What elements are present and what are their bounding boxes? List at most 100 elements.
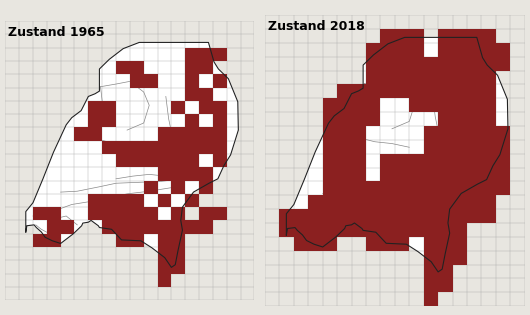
Bar bbox=[453, 112, 467, 126]
Bar bbox=[395, 223, 409, 237]
Bar bbox=[213, 128, 227, 141]
Bar bbox=[130, 194, 144, 207]
Bar bbox=[213, 101, 227, 114]
Bar bbox=[185, 88, 199, 101]
Bar bbox=[116, 61, 130, 74]
Bar bbox=[199, 128, 213, 141]
Bar bbox=[279, 209, 294, 223]
Bar bbox=[323, 168, 337, 181]
Bar bbox=[438, 57, 453, 71]
Bar bbox=[199, 88, 213, 101]
Bar bbox=[366, 195, 381, 209]
Bar bbox=[116, 194, 130, 207]
Bar bbox=[423, 140, 438, 154]
Bar bbox=[199, 141, 213, 154]
Bar bbox=[453, 154, 467, 168]
Bar bbox=[423, 251, 438, 265]
Bar bbox=[366, 223, 381, 237]
Bar bbox=[496, 126, 510, 140]
Bar bbox=[366, 84, 381, 98]
Bar bbox=[481, 209, 496, 223]
Bar bbox=[381, 154, 395, 168]
Bar bbox=[395, 29, 409, 43]
Bar bbox=[323, 181, 337, 195]
Bar bbox=[130, 207, 144, 220]
Bar bbox=[213, 207, 227, 220]
Bar bbox=[337, 195, 351, 209]
Bar bbox=[423, 237, 438, 251]
Bar bbox=[467, 57, 481, 71]
Bar bbox=[381, 29, 395, 43]
Bar bbox=[423, 98, 438, 112]
Bar bbox=[89, 114, 102, 128]
Polygon shape bbox=[286, 37, 508, 272]
Bar bbox=[130, 74, 144, 88]
Bar bbox=[199, 48, 213, 61]
Bar bbox=[423, 292, 438, 306]
Bar bbox=[199, 220, 213, 234]
Bar bbox=[496, 43, 510, 57]
Bar bbox=[75, 128, 89, 141]
Bar bbox=[144, 74, 157, 88]
Bar bbox=[323, 112, 337, 126]
Bar bbox=[381, 195, 395, 209]
Bar bbox=[351, 84, 366, 98]
Bar bbox=[438, 278, 453, 292]
Bar bbox=[351, 98, 366, 112]
Bar bbox=[438, 43, 453, 57]
Bar bbox=[337, 223, 351, 237]
Bar bbox=[323, 154, 337, 168]
Bar bbox=[467, 168, 481, 181]
Bar bbox=[423, 278, 438, 292]
Bar bbox=[496, 154, 510, 168]
Bar bbox=[47, 234, 60, 247]
Bar bbox=[171, 207, 185, 220]
Bar bbox=[481, 98, 496, 112]
Bar bbox=[423, 181, 438, 195]
Bar bbox=[33, 207, 47, 220]
Bar bbox=[130, 220, 144, 234]
Bar bbox=[481, 195, 496, 209]
Bar bbox=[116, 234, 130, 247]
Bar bbox=[157, 194, 171, 207]
Bar bbox=[116, 207, 130, 220]
Bar bbox=[366, 71, 381, 84]
Bar bbox=[351, 84, 366, 98]
Bar bbox=[423, 195, 438, 209]
Bar bbox=[171, 154, 185, 167]
Bar bbox=[102, 207, 116, 220]
Bar bbox=[351, 223, 366, 237]
Text: Zustand 2018: Zustand 2018 bbox=[268, 20, 365, 33]
Bar bbox=[423, 209, 438, 223]
Bar bbox=[481, 181, 496, 195]
Bar bbox=[409, 195, 423, 209]
Bar bbox=[395, 195, 409, 209]
Bar bbox=[157, 273, 171, 287]
Bar bbox=[496, 57, 510, 71]
Bar bbox=[47, 207, 60, 220]
Bar bbox=[453, 126, 467, 140]
Bar bbox=[395, 84, 409, 98]
Bar bbox=[102, 101, 116, 114]
Bar bbox=[467, 71, 481, 84]
Bar bbox=[130, 61, 144, 74]
Bar bbox=[185, 167, 199, 180]
Bar bbox=[381, 195, 395, 209]
Bar bbox=[89, 194, 102, 207]
Bar bbox=[185, 154, 199, 167]
Bar bbox=[395, 237, 409, 251]
Bar bbox=[337, 98, 351, 112]
Bar bbox=[351, 168, 366, 181]
Bar bbox=[409, 154, 423, 168]
Bar bbox=[157, 247, 171, 260]
Bar bbox=[409, 84, 423, 98]
Bar bbox=[60, 220, 75, 234]
Bar bbox=[351, 112, 366, 126]
Bar bbox=[185, 194, 199, 207]
Bar bbox=[467, 112, 481, 126]
Bar bbox=[423, 71, 438, 84]
Bar bbox=[453, 29, 467, 43]
Bar bbox=[496, 168, 510, 181]
Bar bbox=[351, 195, 366, 209]
Bar bbox=[351, 154, 366, 168]
